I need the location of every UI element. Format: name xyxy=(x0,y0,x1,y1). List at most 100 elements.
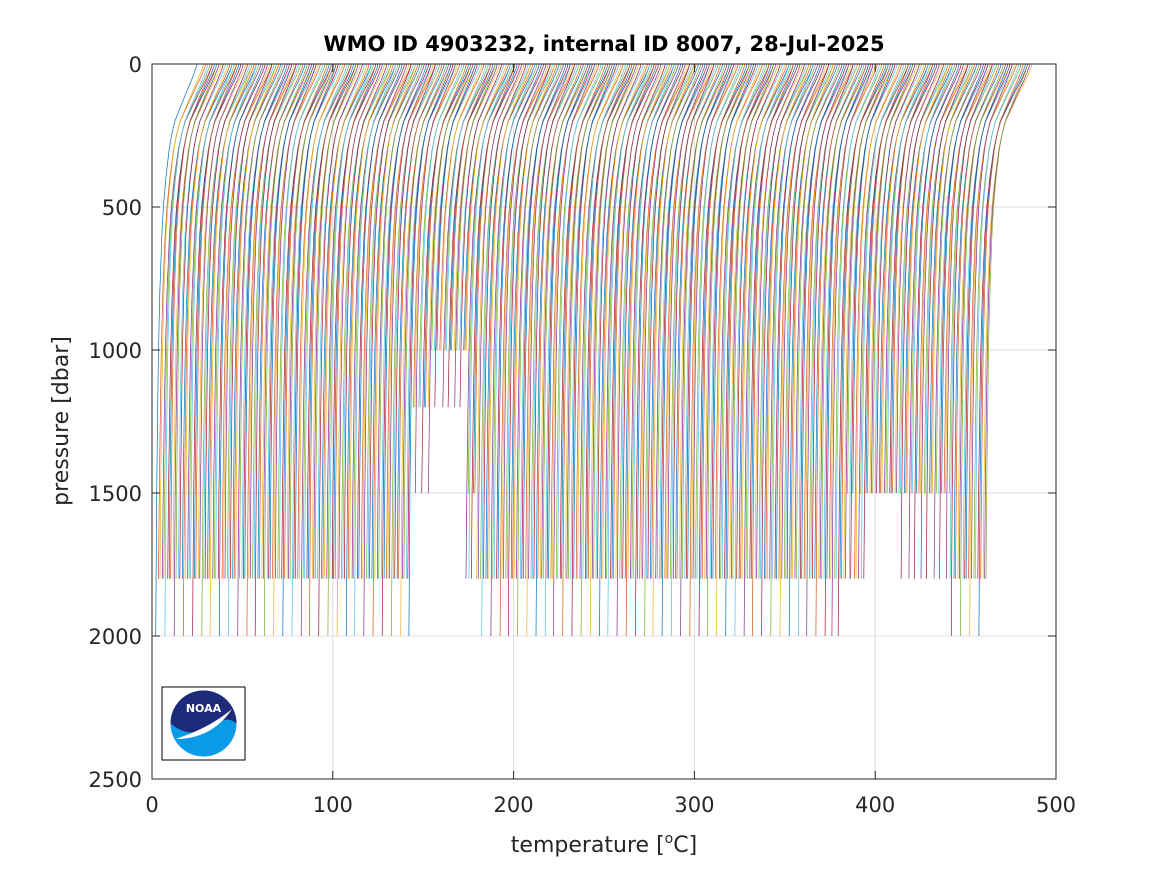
profile-line xyxy=(535,64,584,637)
profile-line xyxy=(881,64,925,494)
profile-line xyxy=(633,64,675,579)
profile-line xyxy=(338,64,383,579)
profile-line xyxy=(170,64,213,579)
profile-line xyxy=(676,64,721,579)
profile-line xyxy=(786,64,830,579)
profile-line xyxy=(821,64,865,579)
profile-line xyxy=(324,64,368,579)
profile-line xyxy=(237,64,286,637)
profile-line xyxy=(743,64,794,637)
profile-line xyxy=(273,64,319,637)
profile-line xyxy=(824,64,872,637)
profile-line xyxy=(920,64,964,579)
profile-line xyxy=(692,64,735,579)
profile-line xyxy=(772,64,814,579)
profile-line xyxy=(235,64,277,579)
profile-line xyxy=(932,64,973,494)
profile-line xyxy=(528,64,571,579)
x-tick-label: 200 xyxy=(494,793,534,817)
x-axis-label-sup: o xyxy=(665,831,674,847)
profile-line xyxy=(680,64,728,637)
x-tick-labels: 0 100 200 300 400 500 xyxy=(145,793,1076,817)
profile-line xyxy=(369,64,412,579)
profile-line xyxy=(886,64,929,494)
profile-line xyxy=(616,64,662,637)
profile-line xyxy=(408,64,452,637)
profile-line xyxy=(164,64,209,637)
profile-line xyxy=(513,64,556,579)
profile-line xyxy=(497,64,542,579)
profile-line xyxy=(403,64,447,579)
profile-line xyxy=(831,64,874,637)
profile-line xyxy=(431,64,472,351)
profile-line xyxy=(289,64,332,579)
profile-line xyxy=(788,64,838,637)
profile-line xyxy=(965,64,1009,579)
profile-line xyxy=(577,64,622,579)
profile-line xyxy=(806,64,849,637)
profile-line xyxy=(503,64,547,579)
profile-line xyxy=(607,64,651,637)
profile-line xyxy=(508,64,551,637)
profile-line xyxy=(190,64,233,579)
profile-line xyxy=(391,64,441,637)
noaa-logo: NOAA xyxy=(161,686,246,761)
profile-line xyxy=(896,64,940,494)
y-axis-label: pressure [dbar] xyxy=(49,336,74,506)
profile-line xyxy=(459,64,503,408)
profile-line xyxy=(318,64,363,637)
profile-line xyxy=(613,64,655,579)
y-tick-label: 0 xyxy=(129,53,142,77)
profile-line xyxy=(826,64,869,579)
profile-line xyxy=(372,64,419,637)
profile-line xyxy=(698,64,750,637)
profile-line xyxy=(451,64,491,351)
profile-line xyxy=(950,64,993,637)
profile-line xyxy=(264,64,308,637)
profile-line xyxy=(798,64,849,637)
profile-line xyxy=(926,64,969,579)
profile-line xyxy=(801,64,845,579)
x-tick-label: 100 xyxy=(313,793,353,817)
profile-line xyxy=(381,64,430,637)
profile-line xyxy=(587,64,631,579)
profile-line xyxy=(599,64,651,637)
profile-line xyxy=(282,64,330,637)
profile-line xyxy=(900,64,944,579)
profile-line xyxy=(701,64,746,579)
profile-line xyxy=(436,64,476,351)
profile-line xyxy=(329,64,372,579)
x-axis-label: temperature [oC] xyxy=(511,831,697,858)
logo-gull xyxy=(176,709,232,739)
profile-line xyxy=(298,64,343,579)
x-tick-label: 400 xyxy=(855,793,895,817)
profile-line xyxy=(568,64,611,579)
axes-box xyxy=(151,63,1057,780)
profile-line xyxy=(687,64,730,579)
profile-line xyxy=(582,64,626,579)
profile-line xyxy=(852,64,894,494)
profile-line xyxy=(872,64,914,494)
profile-line xyxy=(184,64,229,579)
profile-line xyxy=(175,64,217,579)
profile-line xyxy=(414,64,456,494)
profile-line xyxy=(239,64,284,579)
profile-line xyxy=(440,64,483,351)
profile-line xyxy=(499,64,551,637)
profile-line xyxy=(425,64,467,408)
profile-line xyxy=(985,64,1028,579)
profile-line xyxy=(644,64,695,637)
profile-line xyxy=(667,64,710,579)
profile-line xyxy=(847,64,889,494)
profile-line xyxy=(642,64,686,579)
profile-line xyxy=(218,64,264,637)
profile-line xyxy=(358,64,403,579)
profile-line xyxy=(215,64,257,579)
profile-line xyxy=(912,64,953,494)
profile-line xyxy=(960,64,1004,637)
profile-line xyxy=(201,64,253,637)
profile-line xyxy=(815,64,861,637)
profile-line xyxy=(259,64,304,579)
profile-line xyxy=(721,64,765,579)
